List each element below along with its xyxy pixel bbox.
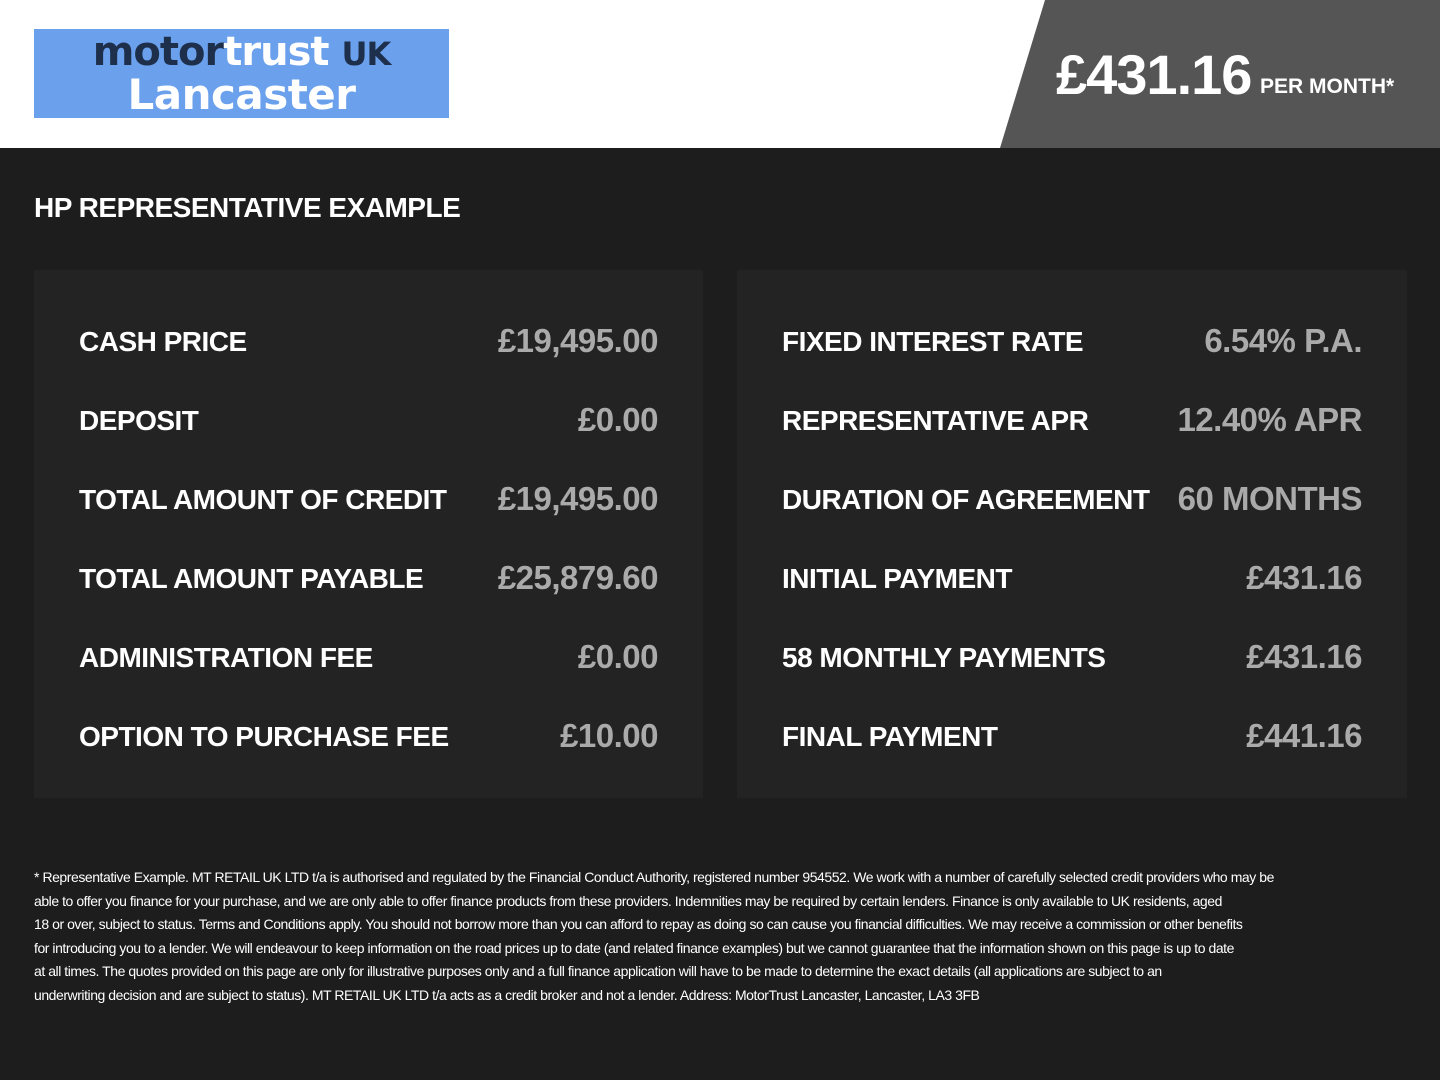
- finance-value: £19,495.00: [497, 480, 659, 517]
- finance-value: £19,495.00: [497, 322, 659, 359]
- finance-row: TOTAL AMOUNT OF CREDIT £19,495.00: [79, 480, 659, 520]
- finance-row: DURATION OF AGREEMENT 60 MONTHS: [782, 480, 1363, 520]
- finance-panel-left: CASH PRICE £19,495.00 DEPOSIT £0.00 TOTAL AM…: [34, 270, 703, 798]
- finance-label: ADMINISTRATION FEE: [79, 642, 373, 673]
- disclaimer: * Representative Example. MT RETAIL UK L…: [0, 832, 1440, 1080]
- finance-value: £10.00: [560, 717, 658, 754]
- finance-value: £431.16: [1246, 559, 1362, 596]
- finance-label: DURATION OF AGREEMENT: [782, 484, 1150, 515]
- header: motortrust UK Lancaster £431.16 PER MONT…: [0, 0, 1440, 148]
- disclaimer-line: at all times. The quotes provided on thi…: [34, 963, 1162, 979]
- finance-value: £0.00: [577, 401, 659, 438]
- finance-label: INITIAL PAYMENT: [782, 563, 1013, 594]
- disclaimer-line: for introducing you to a lender. We will…: [34, 939, 1234, 956]
- finance-row: FINAL PAYMENT £441.16: [782, 717, 1362, 757]
- finance-value: £431.16: [1246, 638, 1362, 675]
- finance-label: CASH PRICE: [79, 326, 247, 357]
- finance-value: 60 MONTHS: [1177, 480, 1363, 517]
- finance-row: REPRESENTATIVE APR 12.40% APR: [782, 401, 1362, 441]
- logo-text-motor: motor: [92, 29, 224, 75]
- disclaimer-line: * Representative Example. MT RETAIL UK L…: [34, 869, 1274, 885]
- monthly-price: £431.16: [1056, 43, 1252, 106]
- finance-label: FIXED INTEREST RATE: [782, 326, 1084, 357]
- disclaimer-line: underwriting decision and are subject to…: [34, 986, 980, 1003]
- finance-label: REPRESENTATIVE APR: [782, 405, 1089, 436]
- finance-value: 6.54% P.A.: [1204, 322, 1362, 359]
- finance-value: £441.16: [1246, 717, 1362, 754]
- finance-row: OPTION TO PURCHASE FEE £10.00: [79, 717, 658, 757]
- finance-label: TOTAL AMOUNT OF CREDIT: [79, 484, 447, 515]
- finance-row: TOTAL AMOUNT PAYABLE £25,879.60: [79, 559, 659, 599]
- finance-row: DEPOSIT £0.00: [79, 401, 659, 441]
- finance-label: FINAL PAYMENT: [782, 721, 998, 752]
- finance-value: £25,879.60: [497, 559, 659, 596]
- dealer-logo: motortrust UK Lancaster: [34, 29, 449, 118]
- finance-value: £0.00: [577, 638, 659, 675]
- finance-row: 58 MONTHLY PAYMENTS £431.16: [782, 638, 1362, 678]
- logo-text-uk: UK: [341, 35, 391, 73]
- finance-row: CASH PRICE £19,495.00: [79, 322, 659, 362]
- finance-label: TOTAL AMOUNT PAYABLE: [79, 563, 424, 594]
- per-month-label: PER MONTH*: [1260, 75, 1395, 98]
- logo-text-trust: trust: [223, 29, 329, 75]
- logo-text-location: Lancaster: [127, 70, 356, 119]
- finance-label: DEPOSIT: [79, 405, 199, 436]
- finance-panel-right: FIXED INTEREST RATE 6.54% P.A. REPRESENTAT…: [737, 270, 1407, 798]
- disclaimer-line: 18 or over, subject to status. Terms and…: [34, 916, 1243, 932]
- finance-label: 58 MONTHLY PAYMENTS: [782, 642, 1106, 673]
- finance-label: OPTION TO PURCHASE FEE: [79, 721, 449, 752]
- finance-row: FIXED INTEREST RATE 6.54% P.A.: [782, 322, 1362, 362]
- monthly-price-banner: £431.16 PER MONTH*: [1000, 0, 1440, 148]
- section-title: HP REPRESENTATIVE EXAMPLE: [34, 192, 461, 223]
- disclaimer-line: able to offer you finance for your purch…: [34, 892, 1222, 909]
- finance-row: INITIAL PAYMENT £431.16: [782, 559, 1362, 599]
- finance-row: ADMINISTRATION FEE £0.00: [79, 638, 659, 678]
- finance-value: 12.40% APR: [1177, 401, 1362, 438]
